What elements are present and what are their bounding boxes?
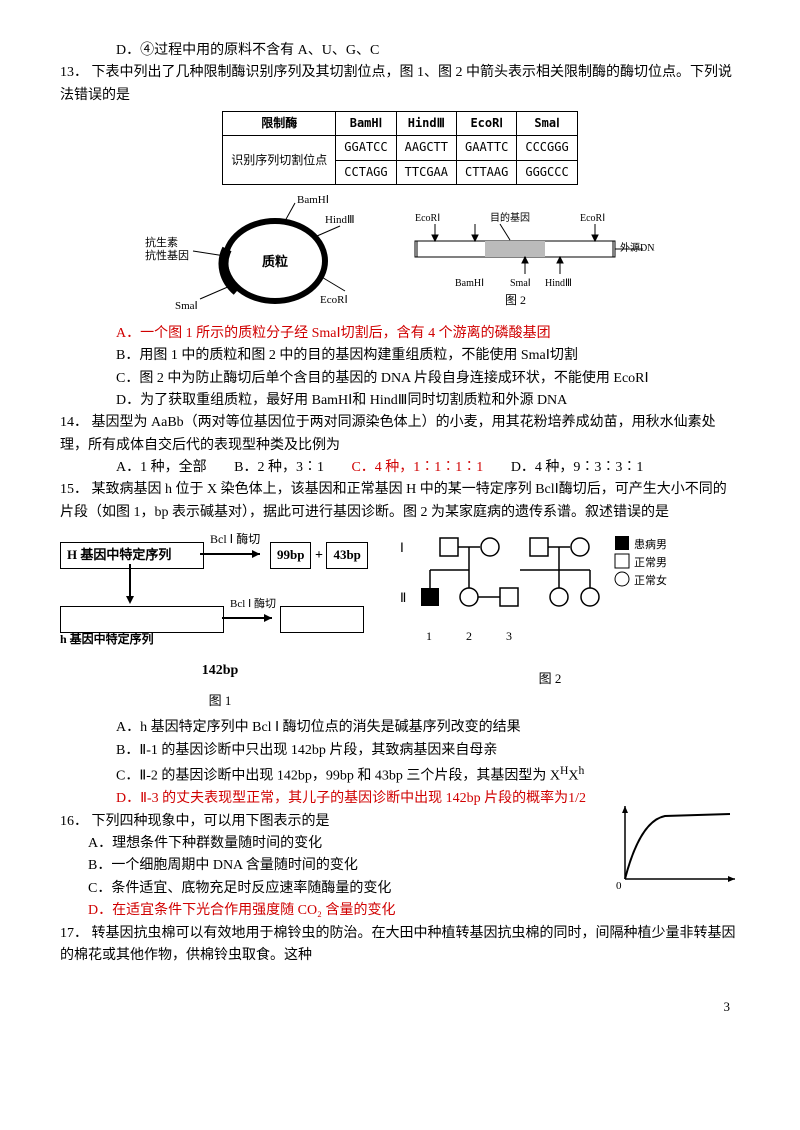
q13-optD: D．为了获取重组质粒，最好用 BamHⅠ和 HindⅢ同时切割质粒和外源 DNA bbox=[60, 390, 740, 412]
gen2-lbl: Ⅱ bbox=[400, 590, 406, 605]
q14-optA: A．1 种，全部 bbox=[116, 457, 207, 479]
td-13: GGGCCC bbox=[517, 160, 577, 184]
plasmid-svg: 质粒 BamHⅠ HindⅢ EcoRⅠ SmaⅠ 抗生素 抗性基因 bbox=[145, 191, 375, 321]
fig2-cap: 图 2 bbox=[400, 669, 700, 690]
td-10: CCTAGG bbox=[336, 160, 396, 184]
d-target: 目的基因 bbox=[490, 211, 530, 224]
td-12: CTTAAG bbox=[457, 160, 517, 184]
q15-optC-pre: C．Ⅱ-2 的基因诊断中出现 142bp，99bp 和 43bp 三个片段，其基… bbox=[116, 769, 560, 784]
td-00: GGATCC bbox=[336, 136, 396, 160]
q15-optB: B．Ⅱ-1 的基因诊断中只出现 142bp 片段，其致病基因来自母亲 bbox=[60, 740, 740, 762]
q14-optB: B．2 种，3∶1 bbox=[234, 457, 324, 479]
th-sma: SmaⅠ bbox=[517, 112, 577, 136]
q13-optC: C．图 2 中为防止酶切后单个含目的基因的 DNA 片段自身连接成环状，不能使用… bbox=[60, 368, 740, 390]
q13-optB: B．用图 1 中的质粒和图 2 中的目的基因构建重组质粒，不能使用 SmaⅠ切割 bbox=[60, 345, 740, 367]
q14-num: 14． bbox=[60, 412, 88, 434]
th-enz: 限制酶 bbox=[223, 112, 336, 136]
d-ext: 外源DNA bbox=[620, 241, 655, 254]
q14-optC: C．4 种，1∶1∶1∶1 bbox=[351, 457, 483, 479]
n3: 3 bbox=[506, 629, 512, 643]
q14-options: A．1 种，全部 B．2 种，3∶1 C．4 种，1∶1∶1∶1 D．4 种，9… bbox=[60, 457, 740, 479]
q14-optD: D．4 种，9∶3∶3∶1 bbox=[511, 457, 644, 479]
d-hind: HindⅢ bbox=[545, 278, 572, 289]
th-bamh: BamHⅠ bbox=[336, 112, 396, 136]
d-cap: 图 2 bbox=[505, 293, 526, 307]
q13-stem: 下表中列出了几种限制酶识别序列及其切割位点，图 1、图 2 中箭头表示相关限制酶… bbox=[60, 65, 732, 102]
q17: 17． 转基因抗虫棉可以有效地用于棉铃虫的防治。在大田中种植转基因抗虫棉的同时，… bbox=[60, 923, 740, 968]
td-01: AAGCTT bbox=[396, 136, 456, 160]
q16-optD: D．在适宜条件下光合作用强度随 CO₂ 含量的变化 bbox=[60, 900, 740, 922]
q13-num: 13． bbox=[60, 62, 88, 84]
q17-stem: 转基因抗虫棉可以有效地用于棉铃虫的防治。在大田中种植转基因抗虫棉的同时，间隔种植… bbox=[60, 926, 736, 963]
q13-table: 限制酶 BamHⅠ HindⅢ EcoRⅠ SmaⅠ 识别序列切割位点 GGAT… bbox=[60, 111, 740, 185]
th-hind: HindⅢ bbox=[396, 112, 456, 136]
h-label: h 基因中特定序列 bbox=[60, 630, 154, 649]
fig1-cap: 图 1 bbox=[60, 691, 380, 712]
q15-num: 15． bbox=[60, 479, 88, 501]
page-number: 3 bbox=[60, 997, 740, 1018]
lbl-sma: SmaⅠ bbox=[175, 300, 198, 312]
d-ecor-r: EcoRⅠ bbox=[580, 213, 605, 224]
q12-option-d: D．④过程中用的原料不含有 A、U、G、C bbox=[60, 40, 740, 62]
q14: 14． 基因型为 AaBb（两对等位基因位于两对同源染色体上）的小麦，用其花粉培… bbox=[60, 412, 740, 479]
bp99: 99bp bbox=[270, 542, 311, 569]
leg1: 患病男 bbox=[634, 537, 667, 551]
q15-optC-mid: X bbox=[568, 769, 578, 784]
q13-optA-text: 一个图 1 所示的质粒分子经 SmaⅠ切割后，含有 4 个游离的磷酸基团 bbox=[140, 326, 551, 341]
td-03: CCCGGG bbox=[517, 136, 577, 160]
lbl-resist2: 抗性基因 bbox=[145, 248, 189, 262]
q15-figures: H 基因中特定序列 Bcl Ⅰ 酶切 99bp + 43bp bbox=[60, 530, 740, 711]
lbl-resist1: 抗生素 bbox=[145, 235, 178, 249]
q16: 0 16． 下列四种现象中，可以用下图表示的是 A．理想条件下种群数量随时间的变… bbox=[60, 811, 740, 923]
q15-fig1: H 基因中特定序列 Bcl Ⅰ 酶切 99bp + 43bp bbox=[60, 530, 380, 711]
bp142-box bbox=[280, 606, 364, 633]
q13-figures: 质粒 BamHⅠ HindⅢ EcoRⅠ SmaⅠ 抗生素 抗性基因 bbox=[60, 191, 740, 321]
bp142: 142bp bbox=[60, 660, 380, 682]
bp43: 43bp bbox=[326, 542, 367, 569]
q15-fig2: Ⅰ Ⅱ bbox=[400, 530, 700, 689]
axis-0: 0 bbox=[616, 880, 622, 891]
q16-stem: 下列四种现象中，可以用下图表示的是 bbox=[92, 814, 330, 829]
n1: 1 bbox=[426, 629, 432, 643]
td-rowlabel: 识别序列切割位点 bbox=[223, 136, 336, 184]
leg2: 正常男 bbox=[634, 556, 667, 569]
q15: 15． 某致病基因 h 位于 X 染色体上，该基因和正常基因 H 中的某一特定序… bbox=[60, 479, 740, 810]
h-box bbox=[60, 606, 224, 633]
lbl-ecor: EcoRⅠ bbox=[320, 294, 348, 306]
q13-optA: A．一个图 1 所示的质粒分子经 SmaⅠ切割后，含有 4 个游离的磷酸基团 bbox=[60, 323, 740, 345]
lbl-hind: HindⅢ bbox=[325, 214, 355, 226]
d-ecor-l: EcoRⅠ bbox=[415, 213, 440, 224]
q15-optA: A．h 基因特定序列中 Bcl Ⅰ 酶切位点的消失是碱基序列改变的结果 bbox=[60, 717, 740, 739]
th-ecor: EcoRⅠ bbox=[457, 112, 517, 136]
d-bamh: BamHⅠ bbox=[455, 278, 484, 289]
td-02: GAATTC bbox=[457, 136, 517, 160]
n2: 2 bbox=[466, 629, 472, 643]
sup2: h bbox=[579, 764, 585, 777]
d-sma: SmaⅠ bbox=[510, 278, 531, 289]
lbl-bamh: BamHⅠ bbox=[297, 194, 329, 206]
td-11: TTCGAA bbox=[396, 160, 456, 184]
gen1-lbl: Ⅰ bbox=[400, 540, 404, 555]
plasmid-center: 质粒 bbox=[262, 254, 288, 269]
q15-stem: 某致病基因 h 位于 X 染色体上，该基因和正常基因 H 中的某一特定序列 Bc… bbox=[60, 482, 727, 519]
q16-curve: 0 bbox=[610, 801, 740, 899]
q14-stem: 基因型为 AaBb（两对等位基因位于两对同源染色体上）的小麦，用其花粉培养成幼苗… bbox=[60, 415, 716, 452]
dna-svg: EcoRⅠ BamHⅠ SmaⅠ HindⅢ EcoRⅠ 目的基因 外源DNA … bbox=[395, 196, 655, 316]
q15-optC: C．Ⅱ-2 的基因诊断中出现 142bp，99bp 和 43bp 三个片段，其基… bbox=[60, 762, 740, 788]
leg3: 正常女 bbox=[634, 573, 667, 587]
q13: 13． 下表中列出了几种限制酶识别序列及其切割位点，图 1、图 2 中箭头表示相… bbox=[60, 62, 740, 412]
q16-num: 16． bbox=[60, 811, 88, 833]
q17-num: 17． bbox=[60, 923, 88, 945]
